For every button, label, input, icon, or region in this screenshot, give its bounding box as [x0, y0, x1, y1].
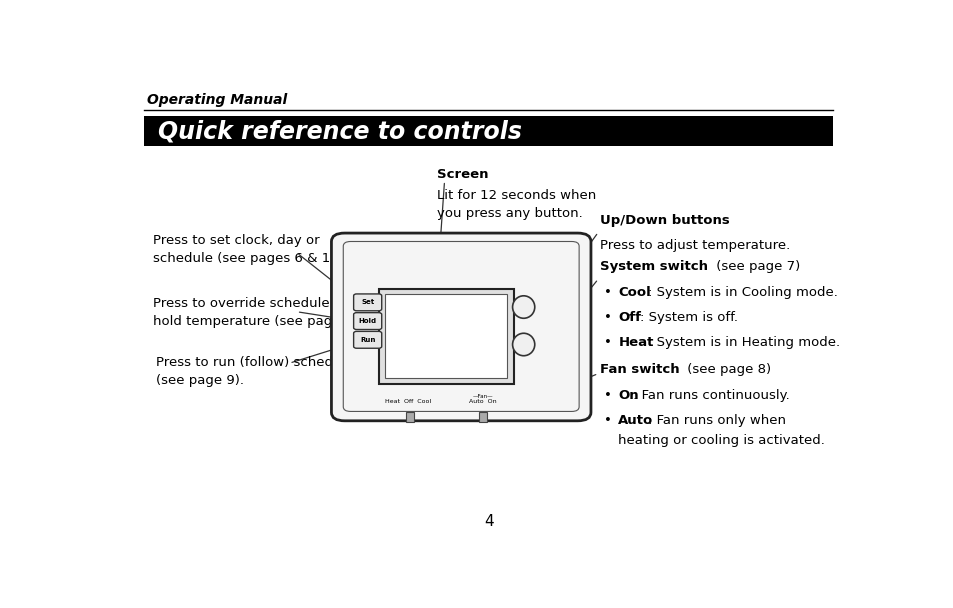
- Text: : Fan runs continuously.: : Fan runs continuously.: [633, 389, 789, 402]
- Text: Lit for 12 seconds when
you press any button.: Lit for 12 seconds when you press any bu…: [436, 188, 596, 219]
- Text: : Fan runs only when: : Fan runs only when: [647, 414, 785, 427]
- Text: Quick reference to controls: Quick reference to controls: [157, 119, 521, 143]
- Ellipse shape: [512, 296, 535, 318]
- FancyBboxPatch shape: [378, 289, 514, 384]
- Text: Auto: Auto: [618, 414, 653, 427]
- Text: Operating Manual: Operating Manual: [147, 92, 287, 106]
- Text: Heat  Off  Cool: Heat Off Cool: [384, 399, 430, 404]
- Text: •: •: [603, 389, 611, 402]
- FancyBboxPatch shape: [354, 331, 381, 348]
- Text: •: •: [603, 286, 611, 299]
- Text: •: •: [603, 414, 611, 427]
- Ellipse shape: [512, 333, 535, 356]
- Text: —Fan—: —Fan—: [472, 394, 493, 399]
- Text: Fan switch: Fan switch: [599, 363, 679, 376]
- Text: System switch: System switch: [599, 260, 707, 273]
- Text: Up/Down buttons: Up/Down buttons: [599, 215, 729, 227]
- Text: Off: Off: [618, 311, 640, 324]
- Text: •: •: [603, 336, 611, 348]
- Text: Press to set clock, day or
schedule (see pages 6 & 11).: Press to set clock, day or schedule (see…: [152, 235, 347, 266]
- Text: Press to override schedule and
hold temperature (see page 13).: Press to override schedule and hold temp…: [152, 297, 370, 328]
- Text: 4: 4: [483, 514, 494, 529]
- Text: : System is in Heating mode.: : System is in Heating mode.: [647, 336, 839, 348]
- FancyBboxPatch shape: [331, 233, 590, 421]
- Text: (see page 8): (see page 8): [682, 363, 770, 376]
- Text: On: On: [618, 389, 639, 402]
- Text: : System is in Cooling mode.: : System is in Cooling mode.: [647, 286, 837, 299]
- FancyBboxPatch shape: [354, 313, 381, 330]
- Bar: [144, 117, 833, 145]
- Bar: [406, 412, 413, 422]
- Text: Heat: Heat: [618, 336, 653, 348]
- Text: Auto  On: Auto On: [469, 399, 497, 404]
- FancyBboxPatch shape: [385, 294, 507, 378]
- Text: : System is off.: : System is off.: [639, 311, 738, 324]
- Text: Hold: Hold: [358, 318, 376, 324]
- Text: Press to adjust temperature.: Press to adjust temperature.: [599, 239, 789, 252]
- Text: Screen: Screen: [436, 168, 488, 181]
- Bar: [478, 412, 486, 422]
- Text: Cool: Cool: [618, 286, 650, 299]
- Text: Set: Set: [360, 299, 374, 305]
- Text: heating or cooling is activated.: heating or cooling is activated.: [618, 434, 824, 447]
- Text: Run: Run: [359, 337, 375, 343]
- Text: •: •: [603, 311, 611, 324]
- Text: (see page 7): (see page 7): [712, 260, 800, 273]
- Text: Press to run (follow) schedule
(see page 9).: Press to run (follow) schedule (see page…: [156, 356, 354, 387]
- FancyBboxPatch shape: [354, 294, 381, 311]
